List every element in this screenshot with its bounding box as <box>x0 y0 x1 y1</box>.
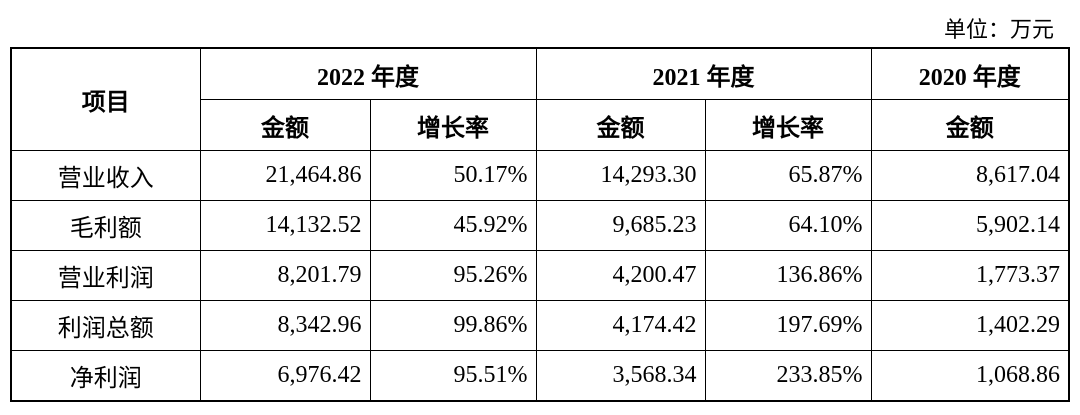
data-row: 营业利润 8,201.79 95.26% 4,200.47 136.86% 1,773.3… <box>10 250 1070 301</box>
header-cell: 金额 <box>199 99 371 151</box>
financial-table: 项目 2022 年度 2021 年度 2020 年度 金额 增长率 金额 增长率… <box>10 47 1070 402</box>
value-cell: 6,976.42 <box>199 350 371 402</box>
header-cell: 2020 年度 <box>870 47 1070 100</box>
data-row: 利润总额 8,342.96 99.86% 4,174.42 197.69% 1,402.2… <box>10 300 1070 351</box>
value-cell: 233.85% <box>704 350 872 402</box>
header-cell: 金额 <box>870 99 1070 151</box>
value-cell: 8,201.79 <box>199 250 371 301</box>
value-cell: 50.17% <box>369 150 537 201</box>
value-cell: 4,174.42 <box>535 300 706 351</box>
value-cell: 1,402.29 <box>870 300 1070 351</box>
value-cell: 3,568.34 <box>535 350 706 402</box>
row-label: 净利润 <box>10 350 201 402</box>
header-cell: 增长率 <box>369 99 537 151</box>
row-label: 利润总额 <box>10 300 201 351</box>
header-cell: 2022 年度 <box>199 47 537 100</box>
value-cell: 95.26% <box>369 250 537 301</box>
value-cell: 99.86% <box>369 300 537 351</box>
value-cell: 4,200.47 <box>535 250 706 301</box>
header-row: 项目 2022 年度 2021 年度 2020 年度 <box>10 47 1070 151</box>
value-cell: 45.92% <box>369 200 537 251</box>
value-cell: 95.51% <box>369 350 537 402</box>
header-cell: 增长率 <box>704 99 872 151</box>
table-body: 营业收入 21,464.86 50.17% 14,293.30 65.87% 8,617.… <box>10 150 1070 402</box>
unit-note: 单位：万元 <box>943 17 1054 42</box>
header-cell: 项目 <box>10 47 201 151</box>
value-cell: 14,293.30 <box>535 150 706 201</box>
value-cell: 1,068.86 <box>870 350 1070 402</box>
data-row: 毛利额 14,132.52 45.92% 9,685.23 64.10% 5,902.14 <box>10 200 1070 251</box>
row-label: 营业利润 <box>10 250 201 301</box>
data-row: 净利润 6,976.42 95.51% 3,568.34 233.85% 1,068.86 <box>10 350 1070 402</box>
value-cell: 1,773.37 <box>870 250 1070 301</box>
value-cell: 14,132.52 <box>199 200 371 251</box>
value-cell: 64.10% <box>704 200 872 251</box>
value-cell: 136.86% <box>704 250 872 301</box>
value-cell: 8,617.04 <box>870 150 1070 201</box>
data-row: 营业收入 21,464.86 50.17% 14,293.30 65.87% 8,617.… <box>10 150 1070 201</box>
value-cell: 9,685.23 <box>535 200 706 251</box>
row-label: 毛利额 <box>10 200 201 251</box>
value-cell: 197.69% <box>704 300 872 351</box>
value-cell: 65.87% <box>704 150 872 201</box>
value-cell: 5,902.14 <box>870 200 1070 251</box>
value-cell: 8,342.96 <box>199 300 371 351</box>
header-cell: 金额 <box>535 99 706 151</box>
row-label: 营业收入 <box>10 150 201 201</box>
value-cell: 21,464.86 <box>199 150 371 201</box>
header-cell: 2021 年度 <box>535 47 872 100</box>
